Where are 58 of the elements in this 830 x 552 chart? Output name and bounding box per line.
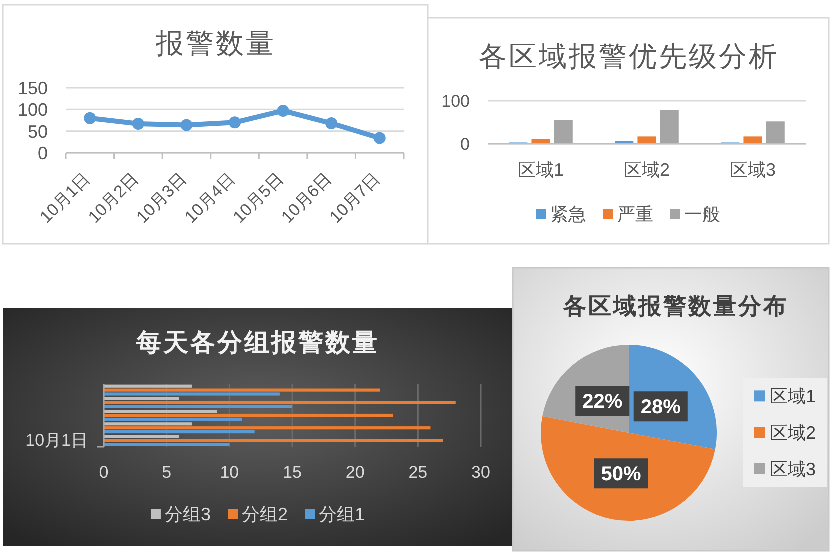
legend-label: 分组3: [164, 504, 211, 524]
bar: [104, 422, 192, 426]
x-tick-label: 15: [283, 463, 302, 482]
chart-title: 每天各分组报警数量: [136, 330, 380, 357]
x-tick-label: 0: [99, 463, 109, 482]
point: [180, 119, 193, 132]
point: [229, 116, 241, 129]
y-tick-label: 100: [18, 100, 48, 120]
data-label: 28%: [640, 396, 682, 419]
bar: [766, 122, 785, 144]
point: [132, 118, 144, 130]
bar: [104, 426, 431, 430]
bar: [554, 120, 573, 144]
legend-label: 分组1: [319, 504, 366, 524]
bar: [104, 430, 255, 434]
y-tick-label: 100: [442, 92, 470, 112]
chart-title: 报警数量: [155, 28, 276, 59]
bar: [104, 439, 444, 442]
y-tick-label: 50: [28, 122, 48, 142]
bar: [104, 397, 180, 400]
x-tick-label: 区域1: [518, 160, 564, 180]
bar: [660, 110, 679, 144]
bar: [744, 136, 762, 144]
bar: [638, 136, 656, 144]
chart-title: 各区域报警优先级分析: [479, 41, 779, 72]
x-tick-label: 区域2: [624, 160, 670, 180]
bar: [104, 401, 456, 404]
bar: [104, 418, 242, 421]
y-tick-label: 10月1日: [26, 431, 88, 450]
legend-label: 一般: [684, 204, 720, 224]
y-tick-label: 0: [38, 143, 48, 164]
data-label: 50%: [601, 464, 642, 486]
bar: [104, 443, 230, 446]
bar: [104, 384, 192, 388]
bar: [104, 435, 180, 438]
bar: [104, 414, 394, 418]
point: [277, 104, 290, 117]
chart-title: 各区域报警数量分布: [562, 293, 788, 319]
x-tick-label: 30: [472, 463, 490, 482]
x-tick-label: 20: [346, 463, 365, 482]
legend-label: 区域2: [770, 422, 816, 443]
legend-label: 分组2: [242, 504, 288, 524]
legend-label: 严重: [618, 204, 654, 224]
data-label: 22%: [582, 391, 623, 414]
x-tick-label: 25: [408, 463, 428, 482]
bar: [104, 405, 292, 408]
legend-label: 区域1: [770, 386, 816, 407]
x-tick-label: 10: [220, 463, 240, 482]
point: [84, 112, 96, 124]
point: [374, 132, 386, 144]
bar: [104, 392, 280, 396]
x-tick-label: 区域3: [730, 160, 776, 180]
legend-label: 紧急: [550, 204, 586, 224]
bar: [104, 410, 218, 414]
y-tick-label: 150: [18, 78, 48, 98]
bar: [104, 388, 380, 392]
x-tick-label: 5: [162, 463, 172, 482]
point: [326, 118, 338, 130]
